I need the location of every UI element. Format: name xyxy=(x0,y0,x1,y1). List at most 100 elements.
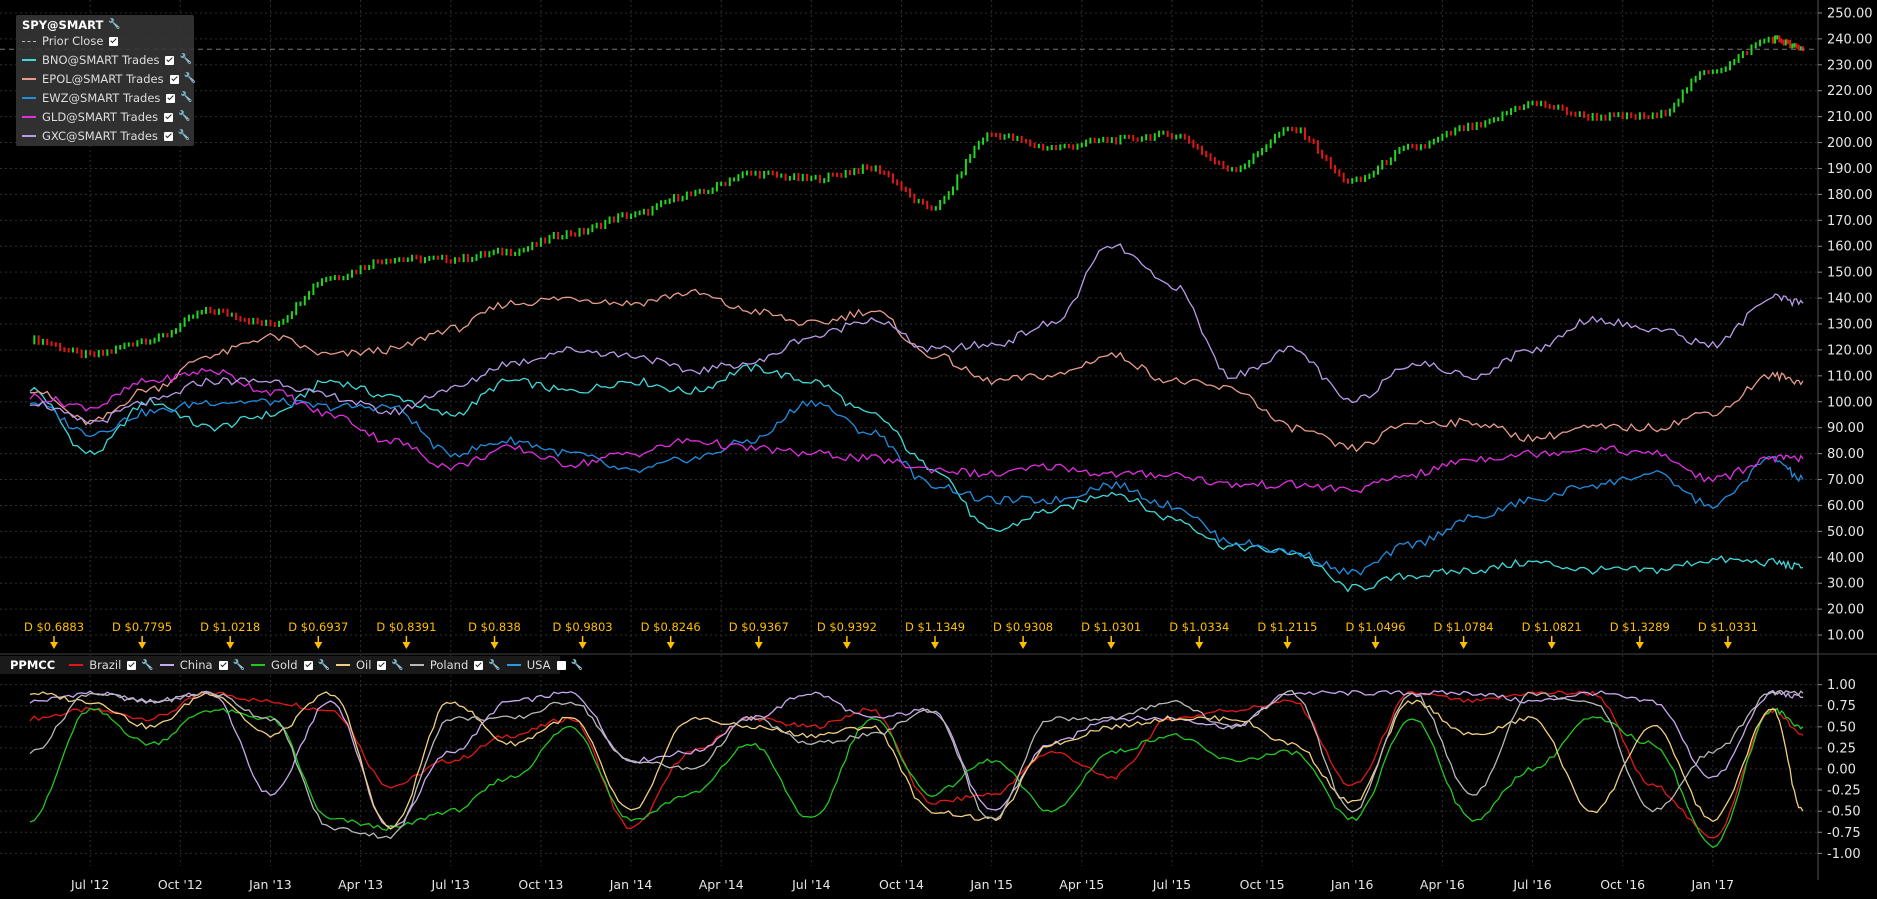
series-line-bno xyxy=(29,363,1804,593)
ppmcc-legend-item[interactable]: USA 🔧 xyxy=(506,658,583,672)
dividend-label: D $1.0301 xyxy=(1081,620,1141,634)
dashed-line-icon xyxy=(22,40,36,42)
dividend-arrow-icon xyxy=(1283,642,1292,649)
legend-item[interactable]: GXC@SMART Trades 🔧 xyxy=(22,128,190,144)
legend-label: EPOL@SMART Trades xyxy=(42,72,164,86)
dividend-label: D $0.9367 xyxy=(729,620,789,634)
ppmcc-legend-item[interactable]: Oil 🔧 xyxy=(335,658,404,672)
checkbox-icon[interactable] xyxy=(169,74,179,84)
series-line-gld xyxy=(29,367,1804,494)
checkbox-icon[interactable] xyxy=(164,112,174,122)
x-tick-label: Jul '12 xyxy=(70,877,109,892)
dividend-marker: D $0.9367 xyxy=(729,620,789,649)
dividend-label: D $1.0821 xyxy=(1522,620,1582,634)
y-tick-label: 0.50 xyxy=(1827,720,1856,735)
legend-prior-close[interactable]: Prior Close xyxy=(22,33,119,49)
wrench-icon[interactable]: 🔧 xyxy=(108,19,121,30)
x-tick-label: Apr '15 xyxy=(1059,877,1104,892)
dividend-arrow-icon xyxy=(402,642,411,649)
series-swatch-icon xyxy=(22,59,36,61)
checkbox-icon[interactable] xyxy=(218,660,228,670)
dividend-label: D $1.0218 xyxy=(200,620,260,634)
series-swatch-icon xyxy=(22,116,36,118)
wrench-icon[interactable]: 🔧 xyxy=(180,92,193,103)
checkbox-icon[interactable] xyxy=(165,55,175,65)
y-tick-label: 120.00 xyxy=(1827,343,1873,358)
dividend-label: D $1.1349 xyxy=(905,620,965,634)
series-swatch-icon xyxy=(251,664,266,666)
y-tick-label: 50.00 xyxy=(1827,525,1864,540)
wrench-icon[interactable]: 🔧 xyxy=(232,659,246,671)
dividend-arrow-icon xyxy=(1459,642,1468,649)
dividend-marker: D $1.0821 xyxy=(1522,620,1582,649)
x-tick-label: Oct '12 xyxy=(158,877,203,892)
dividend-arrow-icon xyxy=(314,642,323,649)
dividend-arrow-icon xyxy=(1723,642,1732,649)
dividend-marker: D $1.0331 xyxy=(1698,620,1758,649)
ppmcc-legend-item[interactable]: Gold 🔧 xyxy=(251,658,330,672)
y-tick-label: 100.00 xyxy=(1827,395,1873,410)
dividend-arrow-icon xyxy=(490,642,499,649)
series-swatch-icon xyxy=(409,664,424,666)
dividend-arrow-icon xyxy=(1107,642,1116,649)
dividend-label: D $0.838 xyxy=(468,620,521,634)
series-line-gxc xyxy=(29,243,1804,425)
y-tick-label: 130.00 xyxy=(1827,318,1873,333)
dividend-arrow-icon xyxy=(50,642,58,649)
series-line-epol xyxy=(29,288,1804,453)
series-swatch-icon xyxy=(22,135,36,137)
y-tick-label: 10.00 xyxy=(1827,629,1864,644)
dividend-marker: D $0.9392 xyxy=(817,620,877,649)
dividend-marker: D $1.3289 xyxy=(1610,620,1670,649)
checkbox-icon[interactable] xyxy=(163,131,173,141)
checkbox-icon[interactable] xyxy=(303,660,313,670)
y-tick-label: 190.00 xyxy=(1827,162,1873,177)
checkbox-icon[interactable] xyxy=(377,660,387,670)
legend-item[interactable]: EWZ@SMART Trades 🔧 xyxy=(22,90,193,106)
legend-title[interactable]: SPY@SMART 🔧 xyxy=(22,18,121,32)
checkbox-icon[interactable] xyxy=(556,660,566,670)
y-tick-label: 80.00 xyxy=(1827,447,1864,462)
y-tick-label: 110.00 xyxy=(1827,369,1873,384)
legend-item[interactable]: EPOL@SMART Trades 🔧 xyxy=(22,71,196,87)
checkbox-icon[interactable] xyxy=(127,660,137,670)
dividend-arrow-icon xyxy=(578,642,587,649)
legend-label: EWZ@SMART Trades xyxy=(42,91,161,105)
ppmcc-legend-item[interactable]: Brazil 🔧 xyxy=(69,658,154,672)
wrench-icon[interactable]: 🔧 xyxy=(141,659,154,671)
checkbox-icon[interactable] xyxy=(166,93,176,103)
wrench-icon[interactable]: 🔧 xyxy=(178,111,191,122)
dividend-arrow-icon xyxy=(1635,642,1644,649)
x-tick-label: Apr '16 xyxy=(1420,877,1465,892)
ppmcc-legend-item[interactable]: Poland 🔧 xyxy=(409,658,501,672)
dividend-marker: D $1.0301 xyxy=(1081,620,1141,649)
wrench-icon[interactable]: 🔧 xyxy=(183,73,197,84)
legend-item[interactable]: GLD@SMART Trades 🔧 xyxy=(22,109,191,125)
wrench-icon[interactable]: 🔧 xyxy=(391,659,404,671)
dividend-label: D $0.8391 xyxy=(376,620,436,634)
y-tick-label: 240.00 xyxy=(1827,32,1873,47)
wrench-icon[interactable]: 🔧 xyxy=(179,54,192,65)
dividend-arrow-icon xyxy=(1547,642,1556,649)
checkbox-icon[interactable] xyxy=(109,36,119,46)
dividend-arrow-icon xyxy=(666,642,675,649)
dividend-label: D $0.8246 xyxy=(641,620,701,634)
wrench-icon[interactable]: 🔧 xyxy=(488,659,501,671)
series-line-brazil xyxy=(29,690,1804,839)
dividend-arrow-icon xyxy=(754,642,763,649)
checkbox-icon[interactable] xyxy=(474,660,484,670)
legend-item[interactable]: BNO@SMART Trades 🔧 xyxy=(22,52,192,68)
wrench-icon[interactable]: 🔧 xyxy=(317,659,330,671)
series-swatch-icon xyxy=(159,664,174,666)
ppmcc-legend-item[interactable]: China 🔧 xyxy=(159,658,246,672)
y-tick-label: 200.00 xyxy=(1827,136,1873,151)
y-tick-label: -0.25 xyxy=(1827,784,1861,799)
wrench-icon[interactable]: 🔧 xyxy=(570,659,583,671)
wrench-icon[interactable]: 🔧 xyxy=(177,130,191,141)
dividend-marker: D $1.0218 xyxy=(200,620,260,649)
legend-label: BNO@SMART Trades xyxy=(42,53,160,67)
dividend-marker: D $1.1349 xyxy=(905,620,965,649)
dividend-marker: D $0.8391 xyxy=(376,620,436,649)
series-swatch-icon xyxy=(22,97,36,99)
